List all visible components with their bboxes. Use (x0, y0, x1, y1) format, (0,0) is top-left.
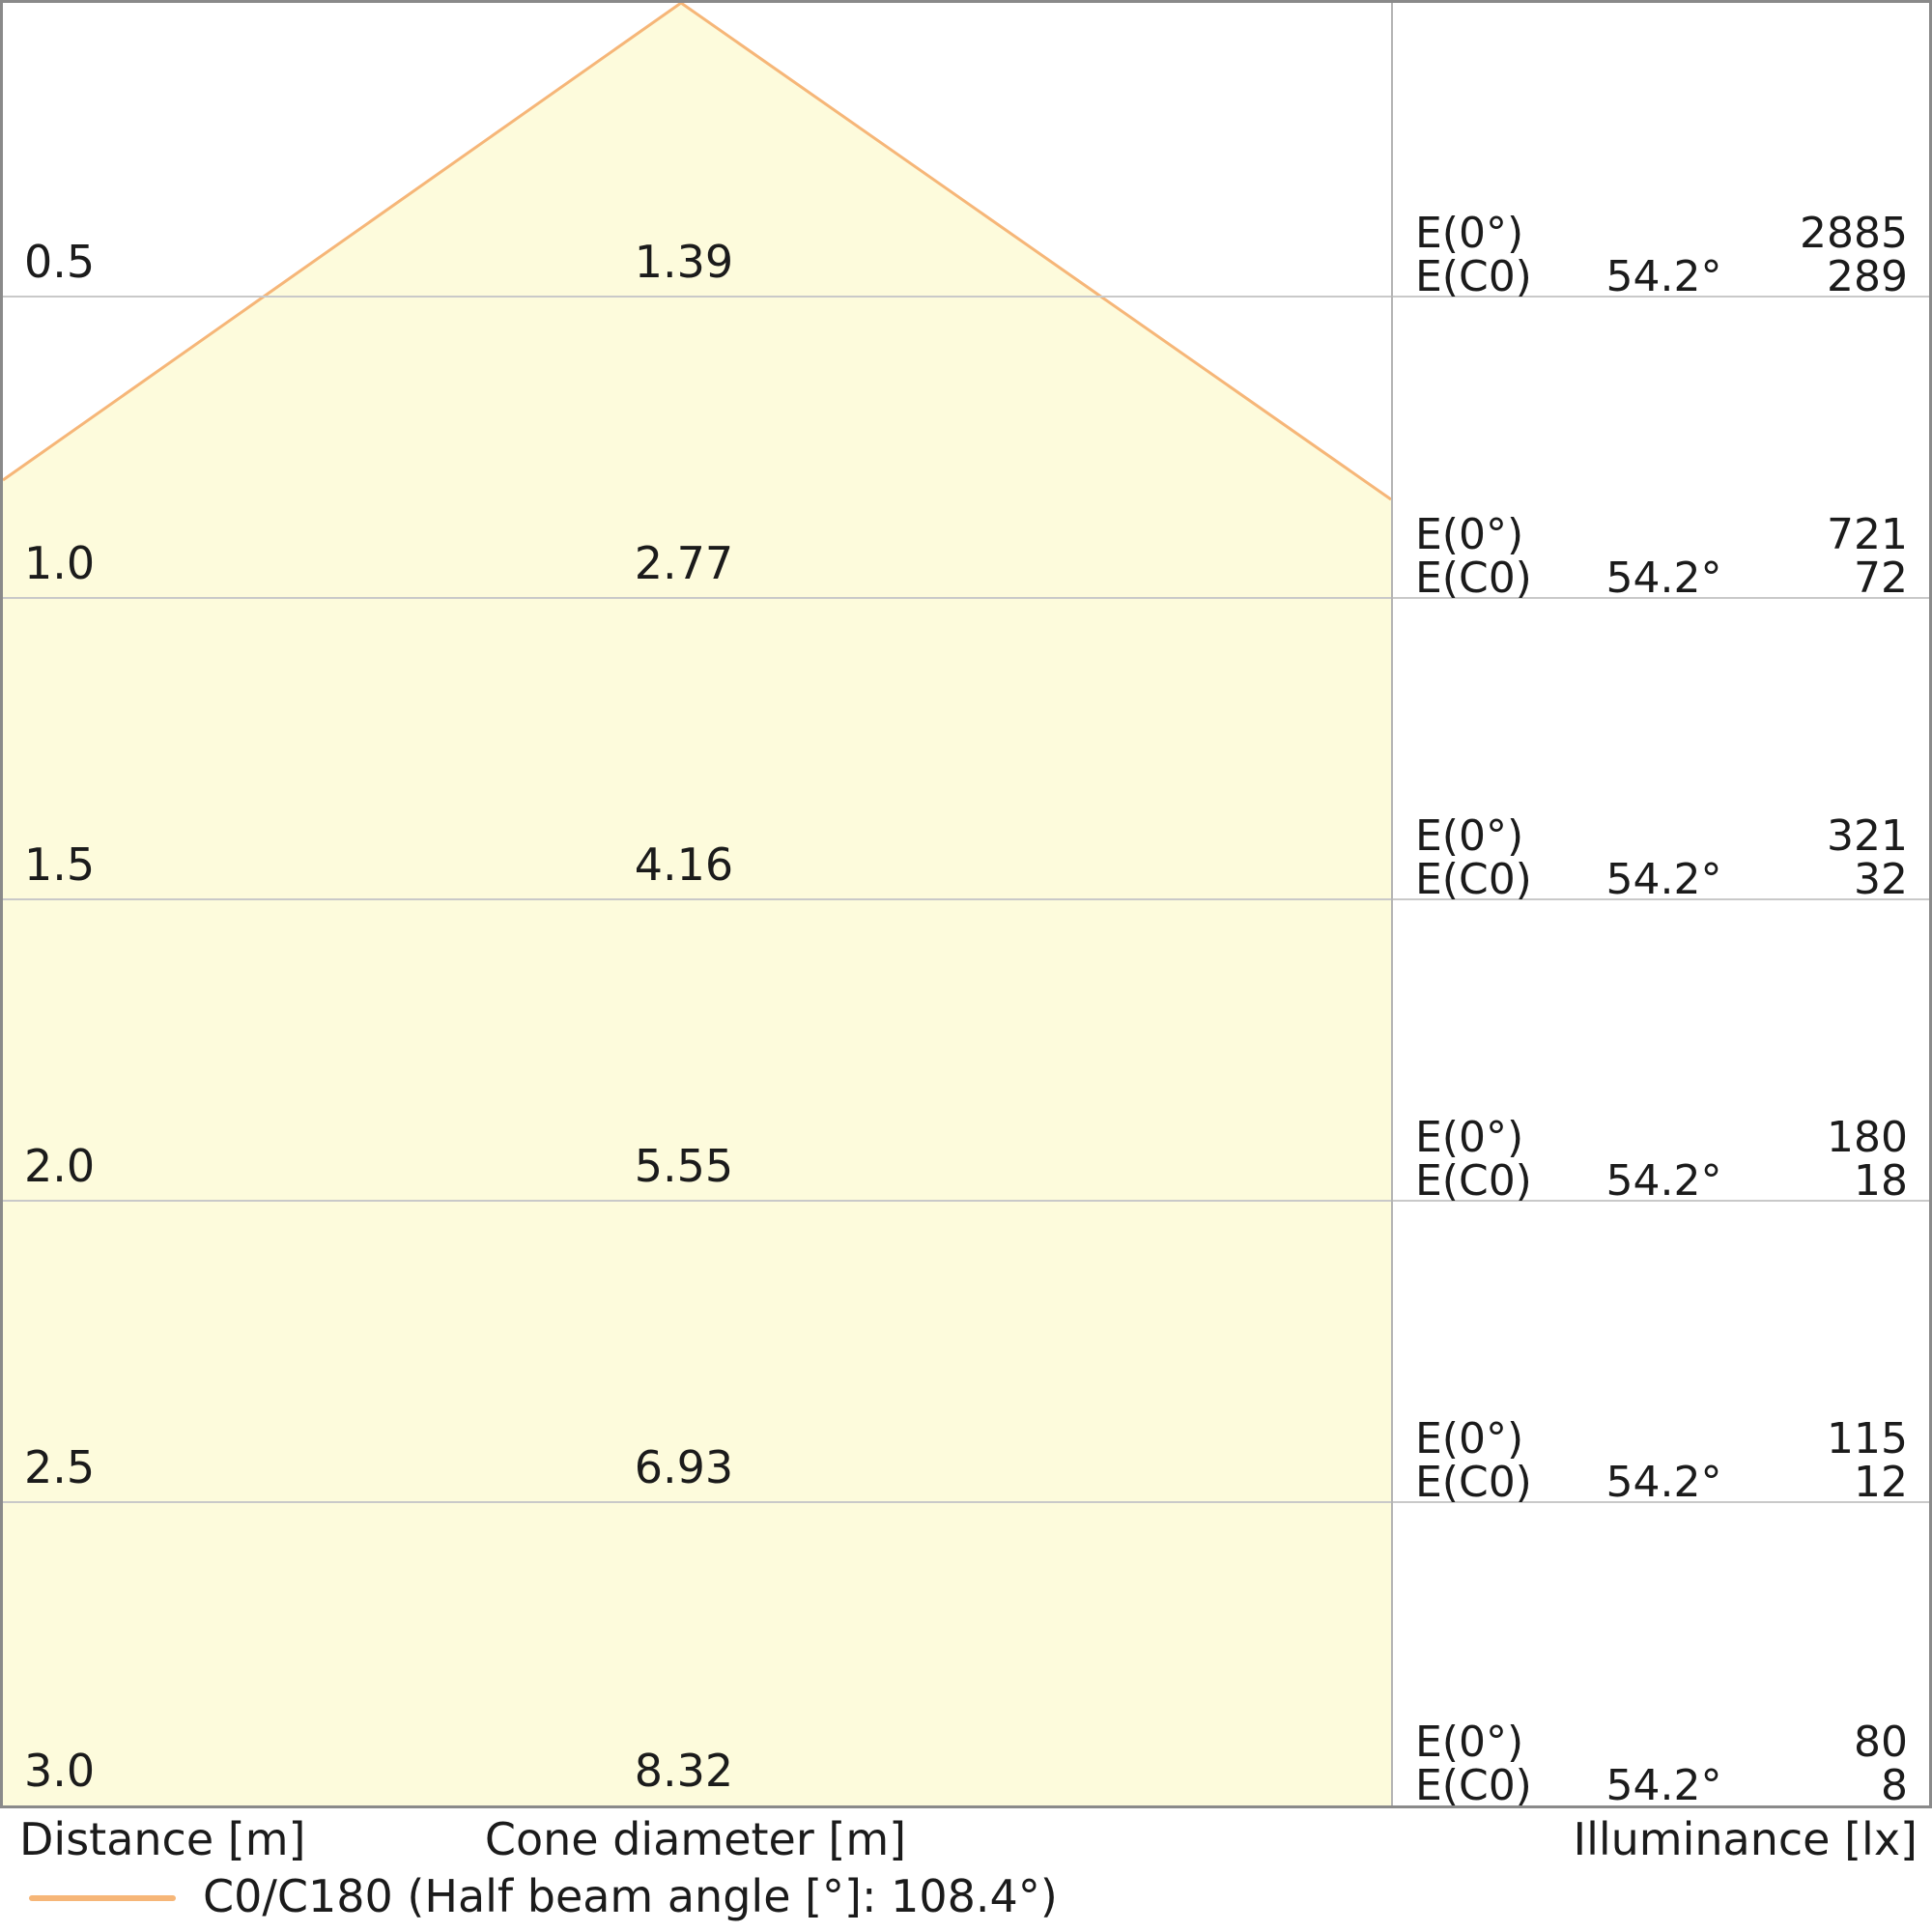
e0-value: 80 (1854, 1718, 1908, 1767)
ec0-label: E(C0) (1415, 855, 1532, 904)
ec0-value: 18 (1854, 1156, 1908, 1206)
beam-angle-value: 54.2° (1605, 252, 1722, 301)
illuminance-row: E(0°) 180 E(C0) 54.2° 18 (1391, 1116, 1929, 1203)
e0-label: E(0°) (1415, 811, 1524, 861)
illuminance-line-e0: E(0°) 321 (1391, 814, 1929, 858)
illuminance-line-ec0: E(C0) 54.2° 32 (1391, 858, 1929, 901)
cone-diameter-value: 6.93 (634, 1441, 734, 1493)
ec0-value: 32 (1854, 855, 1908, 904)
illuminance-line-e0: E(0°) 80 (1391, 1720, 1929, 1764)
e0-label: E(0°) (1415, 1113, 1524, 1162)
e0-label: E(0°) (1415, 510, 1524, 559)
gridline-0.5m (3, 296, 1929, 298)
axis-label-cone-diameter: Cone diameter [m] (484, 1813, 907, 1865)
legend: C0/C180 (Half beam angle [°]: 108.4°) (0, 1868, 1932, 1926)
distance-label: 1.0 (24, 537, 96, 589)
ec0-value: 8 (1881, 1761, 1908, 1810)
beam-angle-value: 54.2° (1605, 1156, 1722, 1206)
e0-label: E(0°) (1415, 1414, 1524, 1463)
ec0-value: 72 (1854, 554, 1908, 603)
illuminance-line-e0: E(0°) 2885 (1391, 212, 1929, 255)
angle-spacer (1560, 513, 1768, 556)
illuminance-line-e0: E(0°) 180 (1391, 1116, 1929, 1159)
e0-label: E(0°) (1415, 1718, 1524, 1767)
illuminance-row: E(0°) 321 E(C0) 54.2° 32 (1391, 814, 1929, 901)
distance-label: 0.5 (24, 236, 96, 288)
illuminance-line-ec0: E(C0) 54.2° 289 (1391, 255, 1929, 298)
beam-angle-value: 54.2° (1605, 1458, 1722, 1507)
cone-diameter-value: 4.16 (634, 838, 734, 891)
cone-diagram-chart: 0.5 1.0 1.5 2.0 2.5 3.0 1.39 2.77 4.16 5… (0, 0, 1932, 1808)
angle-spacer (1560, 1720, 1768, 1764)
ec0-label: E(C0) (1415, 554, 1532, 603)
ec0-label: E(C0) (1415, 1761, 1532, 1810)
gridline-1.5m (3, 898, 1929, 900)
cone-diameter-value: 1.39 (634, 236, 734, 288)
ec0-value: 12 (1854, 1458, 1908, 1507)
angle-spacer (1560, 212, 1768, 255)
illuminance-row: E(0°) 80 E(C0) 54.2° 8 (1391, 1720, 1929, 1807)
beam-angle-value: 54.2° (1605, 1761, 1722, 1810)
illuminance-row: E(0°) 721 E(C0) 54.2° 72 (1391, 513, 1929, 600)
cone-diameter-value: 8.32 (634, 1745, 734, 1797)
light-cone-shape (3, 3, 1391, 1805)
illuminance-row: E(0°) 2885 E(C0) 54.2° 289 (1391, 212, 1929, 298)
gridline-2.0m (3, 1200, 1929, 1202)
legend-label: C0/C180 (Half beam angle [°]: 108.4°) (203, 1870, 1058, 1922)
distance-label: 2.5 (24, 1441, 96, 1493)
gridline-2.5m (3, 1501, 1929, 1503)
distance-label: 3.0 (24, 1745, 96, 1797)
e0-value: 115 (1827, 1414, 1908, 1463)
cone-fill-polygon (3, 3, 1391, 1805)
ec0-value: 289 (1827, 252, 1908, 301)
ec0-label: E(C0) (1415, 1458, 1532, 1507)
cone-edge-line (3, 3, 1391, 501)
illuminance-line-ec0: E(C0) 54.2° 8 (1391, 1764, 1929, 1807)
illuminance-line-e0: E(0°) 115 (1391, 1417, 1929, 1461)
beam-angle-value: 54.2° (1605, 554, 1722, 603)
angle-spacer (1560, 1116, 1768, 1159)
illuminance-line-ec0: E(C0) 54.2° 12 (1391, 1461, 1929, 1504)
illuminance-panel-divider (1391, 3, 1393, 1805)
legend-line-swatch (29, 1895, 176, 1901)
e0-value: 2885 (1800, 209, 1908, 258)
cone-diameter-value: 5.55 (634, 1140, 734, 1192)
ec0-label: E(C0) (1415, 1156, 1532, 1206)
illuminance-row: E(0°) 115 E(C0) 54.2° 12 (1391, 1417, 1929, 1504)
gridline-1.0m (3, 597, 1929, 599)
axis-label-distance: Distance [m] (19, 1813, 306, 1865)
ec0-label: E(C0) (1415, 252, 1532, 301)
angle-spacer (1560, 814, 1768, 858)
e0-value: 321 (1827, 811, 1908, 861)
angle-spacer (1560, 1417, 1768, 1461)
illuminance-line-e0: E(0°) 721 (1391, 513, 1929, 556)
illuminance-line-ec0: E(C0) 54.2° 72 (1391, 556, 1929, 600)
beam-angle-value: 54.2° (1605, 855, 1722, 904)
e0-label: E(0°) (1415, 209, 1524, 258)
axis-label-illuminance: Illuminance [lx] (1573, 1813, 1918, 1865)
e0-value: 180 (1827, 1113, 1908, 1162)
cone-diameter-value: 2.77 (634, 537, 734, 589)
distance-label: 2.0 (24, 1140, 96, 1192)
e0-value: 721 (1827, 510, 1908, 559)
distance-label: 1.5 (24, 838, 96, 891)
illuminance-line-ec0: E(C0) 54.2° 18 (1391, 1159, 1929, 1203)
